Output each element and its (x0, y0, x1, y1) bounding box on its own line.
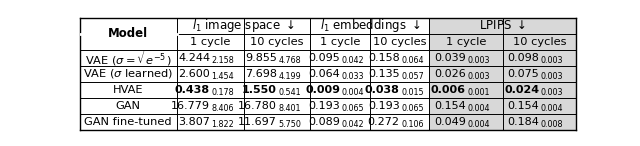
Text: 10 cycles: 10 cycles (513, 37, 566, 47)
Text: 1 cycle: 1 cycle (446, 37, 486, 47)
Text: HVAE: HVAE (113, 85, 143, 95)
Text: 0.065: 0.065 (342, 104, 364, 113)
Text: GAN: GAN (116, 101, 141, 111)
Text: 1 cycle: 1 cycle (320, 37, 360, 47)
Text: VAE ($\sigma = \sqrt{e^{-5}}$): VAE ($\sigma = \sqrt{e^{-5}}$) (84, 48, 172, 67)
Text: 1.550: 1.550 (242, 85, 277, 95)
Text: 0.004: 0.004 (342, 88, 364, 97)
Text: 0.438: 0.438 (175, 85, 210, 95)
Text: 0.003: 0.003 (467, 56, 490, 65)
Text: 0.038: 0.038 (365, 85, 399, 95)
Text: 4.768: 4.768 (278, 56, 301, 65)
Text: 2.600: 2.600 (179, 69, 210, 79)
Text: 2.158: 2.158 (212, 56, 234, 65)
Text: 0.065: 0.065 (401, 104, 424, 113)
Text: $l_1$ image space $\downarrow$: $l_1$ image space $\downarrow$ (192, 17, 295, 34)
Bar (429, 18, 576, 34)
Text: 0.106: 0.106 (401, 120, 424, 129)
Text: 11.697: 11.697 (238, 117, 277, 127)
Text: 0.004: 0.004 (541, 104, 563, 113)
Text: $l_1$ embeddings $\downarrow$: $l_1$ embeddings $\downarrow$ (319, 17, 420, 34)
Text: 0.003: 0.003 (541, 72, 563, 81)
Text: 16.779: 16.779 (171, 101, 210, 111)
Text: 0.006: 0.006 (431, 85, 466, 95)
Text: 0.095: 0.095 (308, 53, 340, 63)
Text: 0.064: 0.064 (308, 69, 340, 79)
Text: 0.098: 0.098 (508, 53, 540, 63)
Text: 0.004: 0.004 (467, 120, 490, 129)
Text: 0.015: 0.015 (401, 88, 424, 97)
Text: 0.008: 0.008 (541, 120, 563, 129)
Text: GAN fine-tuned: GAN fine-tuned (84, 117, 172, 127)
Text: 0.004: 0.004 (467, 104, 490, 113)
Text: 0.158: 0.158 (368, 53, 399, 63)
Text: 0.009: 0.009 (305, 85, 340, 95)
Text: 4.244: 4.244 (178, 53, 210, 63)
Text: 0.541: 0.541 (278, 88, 301, 97)
Text: 7.698: 7.698 (245, 69, 277, 79)
Text: 0.184: 0.184 (508, 117, 540, 127)
Text: 0.193: 0.193 (368, 101, 399, 111)
Text: 0.075: 0.075 (508, 69, 540, 79)
Text: VAE ($\sigma$ learned): VAE ($\sigma$ learned) (83, 67, 173, 80)
Text: 3.807: 3.807 (178, 117, 210, 127)
Bar (429, 66, 576, 82)
Text: 0.049: 0.049 (434, 117, 466, 127)
Text: 0.154: 0.154 (435, 101, 466, 111)
Text: 0.003: 0.003 (541, 88, 563, 97)
Text: 1.822: 1.822 (212, 120, 234, 129)
Text: 0.135: 0.135 (368, 69, 399, 79)
Text: 0.193: 0.193 (308, 101, 340, 111)
Text: 0.154: 0.154 (508, 101, 540, 111)
Text: 8.406: 8.406 (212, 104, 234, 113)
Text: 16.780: 16.780 (238, 101, 277, 111)
Text: 0.042: 0.042 (342, 56, 364, 65)
Text: Model: Model (108, 27, 148, 40)
Text: 0.039: 0.039 (435, 53, 466, 63)
Text: 0.057: 0.057 (401, 72, 424, 81)
Text: 0.024: 0.024 (504, 85, 540, 95)
Text: 5.750: 5.750 (278, 120, 301, 129)
Text: 0.001: 0.001 (467, 88, 490, 97)
Text: 4.199: 4.199 (278, 72, 301, 81)
Bar (429, 34, 576, 50)
Text: 0.003: 0.003 (467, 72, 490, 81)
Text: 0.003: 0.003 (541, 56, 563, 65)
Text: 10 cycles: 10 cycles (373, 37, 426, 47)
Text: 0.026: 0.026 (435, 69, 466, 79)
Text: 1 cycle: 1 cycle (190, 37, 230, 47)
Bar (429, 82, 576, 98)
Text: 0.272: 0.272 (367, 117, 399, 127)
Text: 10 cycles: 10 cycles (250, 37, 304, 47)
Text: 1.454: 1.454 (212, 72, 234, 81)
Bar (429, 114, 576, 130)
Text: 0.089: 0.089 (308, 117, 340, 127)
Bar (429, 98, 576, 114)
Bar (429, 50, 576, 66)
Text: LPIPS $\downarrow$: LPIPS $\downarrow$ (479, 19, 526, 32)
Text: 0.033: 0.033 (342, 72, 364, 81)
Text: 8.401: 8.401 (278, 104, 301, 113)
Text: 0.042: 0.042 (342, 120, 364, 129)
Text: 0.178: 0.178 (212, 88, 234, 97)
Text: 0.064: 0.064 (401, 56, 424, 65)
Text: 9.855: 9.855 (245, 53, 277, 63)
